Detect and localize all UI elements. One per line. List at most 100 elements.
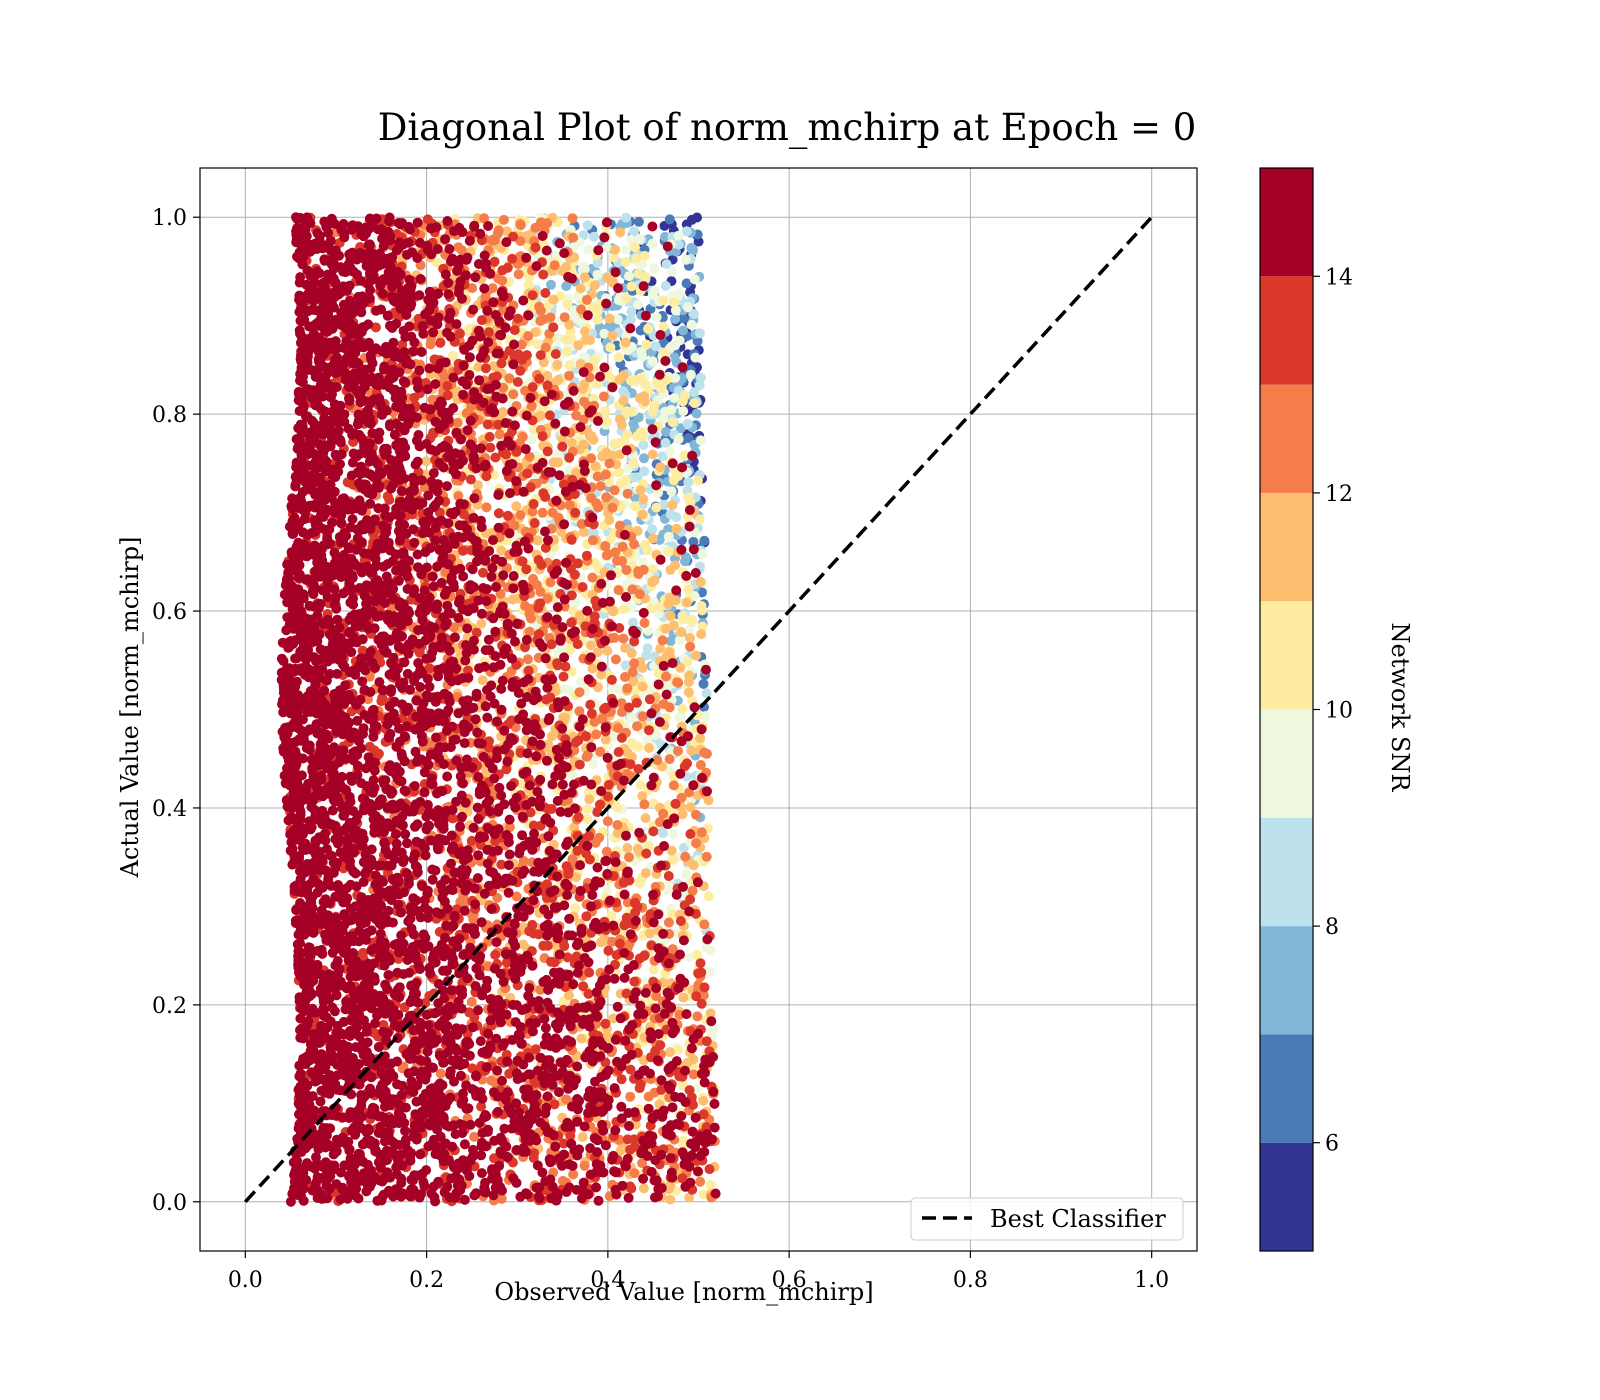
scatter-point xyxy=(692,1011,703,1022)
scatter-point xyxy=(481,502,492,513)
scatter-point xyxy=(576,1033,587,1044)
scatter-point xyxy=(647,356,658,367)
scatter-point xyxy=(517,431,528,442)
scatter-point xyxy=(678,313,689,324)
scatter-point xyxy=(537,431,548,442)
scatter-point xyxy=(684,670,695,681)
scatter-point xyxy=(649,263,660,274)
scatter-point xyxy=(612,555,622,566)
scatter-point xyxy=(651,312,662,323)
scatter-point xyxy=(511,476,522,486)
scatter-point xyxy=(591,498,602,509)
scatter-point xyxy=(575,316,586,327)
scatter-point xyxy=(667,266,678,277)
scatter-point xyxy=(637,663,648,673)
scatter-point xyxy=(639,453,649,464)
scatter-point xyxy=(621,565,632,575)
scatter-point xyxy=(477,675,488,686)
scatter-point xyxy=(694,380,705,391)
scatter-point xyxy=(601,492,612,503)
scatter-point xyxy=(663,524,674,535)
scatter-point xyxy=(485,442,496,453)
scatter-point xyxy=(701,688,712,699)
scatter-point xyxy=(621,830,631,841)
scatter-point xyxy=(691,408,702,419)
scatter-point xyxy=(574,687,585,698)
scatter-point xyxy=(682,302,693,313)
scatter-point xyxy=(610,654,621,665)
scatter-point xyxy=(629,658,640,669)
scatter-point xyxy=(489,256,500,267)
scatter-point xyxy=(643,1091,654,1102)
scatter-point xyxy=(618,395,629,406)
scatter-point xyxy=(470,899,481,910)
scatter-point xyxy=(503,887,514,898)
scatter-point xyxy=(681,278,692,289)
scatter-point xyxy=(602,416,613,427)
scatter-point xyxy=(598,391,609,402)
scatter-point xyxy=(606,674,617,685)
scatter-point xyxy=(701,748,712,759)
scatter-point xyxy=(572,558,583,569)
scatter-point xyxy=(658,499,669,510)
scatter-point xyxy=(610,547,621,558)
scatter-point xyxy=(701,1036,712,1047)
scatter-point xyxy=(647,238,658,249)
scatter-point xyxy=(647,406,658,417)
scatter-point xyxy=(493,490,504,500)
scatter-point xyxy=(664,446,675,457)
scatter-point xyxy=(685,497,696,508)
scatter-point xyxy=(626,281,637,292)
scatter-point xyxy=(582,814,593,825)
scatter-point xyxy=(699,535,710,546)
scatter-point xyxy=(688,860,699,871)
scatter-point xyxy=(610,244,621,255)
scatter-point xyxy=(678,842,689,853)
scatter-point xyxy=(656,1149,667,1160)
scatter-point xyxy=(643,323,653,334)
scatter-point xyxy=(651,983,662,994)
scatter-point xyxy=(564,913,575,924)
scatter-point xyxy=(658,321,669,332)
scatter-point xyxy=(533,629,544,640)
scatter-point xyxy=(696,967,707,978)
scatter-point xyxy=(625,1064,636,1075)
scatter-point xyxy=(680,254,691,265)
scatter-point xyxy=(508,389,519,400)
scatter-point xyxy=(684,952,695,963)
scatter-point xyxy=(603,779,614,790)
scatter-point xyxy=(691,650,702,661)
scatter-point xyxy=(622,683,633,694)
scatter-point xyxy=(681,597,692,608)
scatter-point xyxy=(638,1183,649,1194)
scatter-point xyxy=(635,780,646,790)
scatter-point xyxy=(563,869,574,880)
scatter-point xyxy=(515,219,526,230)
scatter-point xyxy=(696,827,707,838)
scatter-point xyxy=(662,681,673,692)
scatter-point xyxy=(614,374,625,385)
scatter-point xyxy=(647,563,658,574)
scatter-point xyxy=(528,499,539,509)
scatter-point xyxy=(628,617,639,628)
scatter-point xyxy=(589,280,600,291)
scatter-point xyxy=(473,259,484,269)
scatter-point xyxy=(695,958,706,969)
scatter-point xyxy=(619,889,630,900)
scatter-point xyxy=(622,843,633,853)
scatter-point xyxy=(644,694,655,705)
scatter-point xyxy=(688,244,699,255)
scatter-point xyxy=(676,627,687,638)
scatter-point xyxy=(668,297,679,308)
scatter-point xyxy=(664,546,675,557)
scatter-point xyxy=(695,1176,706,1187)
scatter-point xyxy=(570,507,581,518)
scatter-point xyxy=(628,458,639,469)
scatter-point xyxy=(620,642,630,653)
scatter-point xyxy=(630,375,641,386)
scatter-point xyxy=(677,614,688,625)
scatter-point xyxy=(619,604,629,615)
scatter-point xyxy=(684,1085,695,1096)
scatter-point xyxy=(458,389,469,400)
